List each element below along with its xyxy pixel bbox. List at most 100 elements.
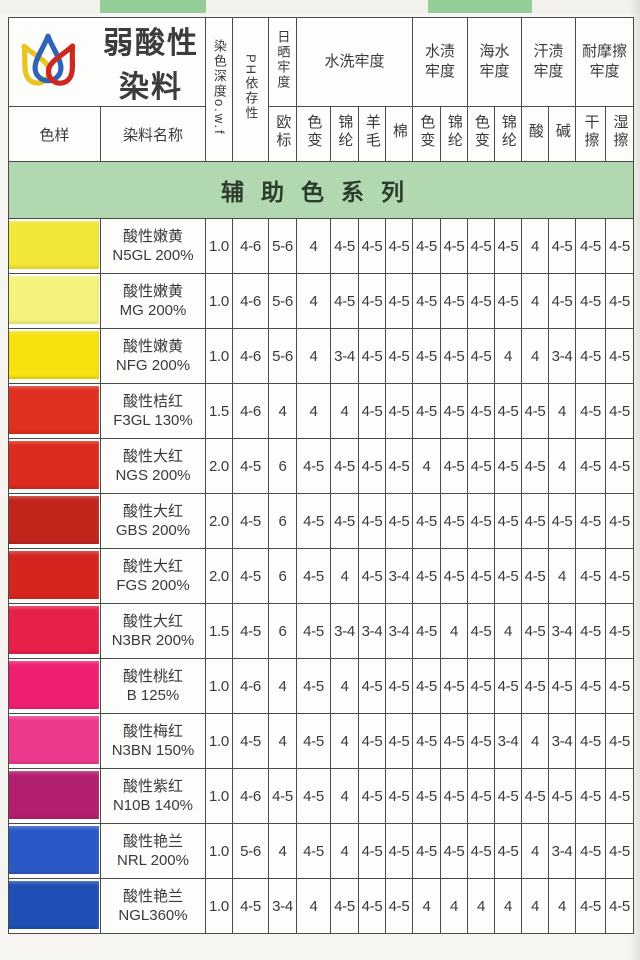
fastness-cell: 4-5 xyxy=(605,273,635,329)
fastness-cell: 4 xyxy=(521,328,550,384)
fastness-cell: 4-5 xyxy=(412,713,442,769)
fastness-cell: 3-4 xyxy=(548,823,577,879)
fastness-cell: 4-5 xyxy=(494,438,523,494)
fastness-cell: 4-5 xyxy=(575,878,607,934)
fastness-cell: 4 xyxy=(548,383,577,439)
fastness-cell: 3-4 xyxy=(384,603,414,659)
dye-name-cn: 酸性大红 xyxy=(122,447,183,465)
fastness-cell: 4-5 xyxy=(296,493,331,549)
fastness-cell: 4-5 xyxy=(296,823,331,879)
dye-code: F3GL 130% xyxy=(113,412,193,429)
header-rub-dry: 干擦 xyxy=(575,106,607,162)
dye-name-cn: 酸性桃红 xyxy=(122,667,183,685)
fastness-cell: 4-5 xyxy=(330,878,359,934)
fastness-cell: 4-5 xyxy=(358,383,386,439)
table-row: 酸性艳兰 NRL 200% 1.0 5-6 4 4-5 4 4-5 4-5 4-5 4-5 4-5 4-… xyxy=(8,823,635,879)
fastness-cell: 4-5 xyxy=(467,823,496,879)
fastness-cell: 4-5 xyxy=(605,383,635,439)
fastness-cell: 4 xyxy=(296,328,331,384)
fastness-cell: 1.0 xyxy=(205,328,233,384)
dye-code: MG 200% xyxy=(119,302,187,319)
fastness-cell: 4-5 xyxy=(358,548,386,604)
header-sun-eu: 欧标 xyxy=(268,106,297,162)
fastness-cell: 5-6 xyxy=(232,823,269,879)
color-swatch-cell xyxy=(8,713,101,769)
dye-name-cn: 酸性嫩黄 xyxy=(122,337,183,355)
header-group-seawater: 海水牢度 xyxy=(467,17,523,107)
fastness-cell: 4-5 xyxy=(575,713,607,769)
fastness-cell: 4-5 xyxy=(440,823,469,879)
fastness-cell: 4-5 xyxy=(521,438,550,494)
table-row: 酸性大红 NGS 200% 2.0 4-5 6 4-5 4-5 4-5 4-5 4 4-5 4-5 4-… xyxy=(8,438,635,494)
fastness-cell: 4-5 xyxy=(358,823,386,879)
dye-name-cell: 酸性嫩黄 NFG 200% xyxy=(100,328,206,384)
fastness-cell: 4-5 xyxy=(521,383,550,439)
color-swatch xyxy=(9,441,99,489)
fastness-cell: 4-6 xyxy=(232,383,269,439)
dye-name-cn: 酸性大红 xyxy=(122,557,183,575)
fastness-cell: 2.0 xyxy=(205,548,233,604)
fastness-cell: 4-5 xyxy=(296,548,331,604)
fastness-cell: 5-6 xyxy=(268,218,297,274)
fastness-cell: 4-5 xyxy=(412,273,442,329)
series-banner-text: 辅助色系列 xyxy=(221,179,422,205)
fastness-cell: 4-5 xyxy=(548,273,577,329)
fastness-cell: 4-5 xyxy=(296,438,331,494)
dye-name-cell: 酸性大红 GBS 200% xyxy=(100,493,206,549)
fastness-cell: 4-6 xyxy=(232,658,269,714)
fastness-cell: 4-5 xyxy=(440,273,469,329)
fastness-cell: 4-5 xyxy=(494,383,523,439)
fastness-cell: 4 xyxy=(548,878,577,934)
fastness-cell: 4-5 xyxy=(575,823,607,879)
dye-name-cell: 酸性桔红 F3GL 130% xyxy=(100,383,206,439)
header-sea-nylon: 锦纶 xyxy=(494,106,523,162)
fastness-cell: 3-4 xyxy=(548,603,577,659)
fastness-cell: 4 xyxy=(521,823,550,879)
fastness-cell: 4-5 xyxy=(605,823,635,879)
fastness-cell: 4-5 xyxy=(575,548,607,604)
color-swatch xyxy=(9,771,99,819)
page-edge-strip-left xyxy=(100,0,206,13)
fastness-cell: 4-5 xyxy=(440,438,469,494)
header-depth: 染色深度o.w.f xyxy=(205,17,233,162)
fastness-cell: 4 xyxy=(296,878,331,934)
fastness-cell: 4-5 xyxy=(330,493,359,549)
fastness-cell: 4-5 xyxy=(467,548,496,604)
fastness-cell: 4-6 xyxy=(232,768,269,824)
fastness-cell: 4-5 xyxy=(605,713,635,769)
fastness-cell: 4-5 xyxy=(412,493,442,549)
fastness-cell: 4-5 xyxy=(330,218,359,274)
fastness-cell: 4-5 xyxy=(575,328,607,384)
brand-header-cell: 弱酸性染料 xyxy=(8,17,206,107)
dye-code: NFG 200% xyxy=(115,357,191,374)
fastness-cell: 4-5 xyxy=(494,218,523,274)
fastness-cell: 4-5 xyxy=(605,548,635,604)
fastness-cell: 1.5 xyxy=(205,603,233,659)
fastness-cell: 4-5 xyxy=(232,548,269,604)
fastness-cell: 4-5 xyxy=(358,658,386,714)
fastness-cell: 4-5 xyxy=(384,218,414,274)
fastness-cell: 4-5 xyxy=(296,713,331,769)
fastness-cell: 3-4 xyxy=(384,548,414,604)
fastness-cell: 4-5 xyxy=(296,603,331,659)
fastness-cell: 4-5 xyxy=(232,438,269,494)
fastness-cell: 4-5 xyxy=(412,768,442,824)
dye-fastness-table: 弱酸性染料 染色深度o.w.f PH依存性 日晒牢度 水洗牢度 水渍牢度 海水牢… xyxy=(7,17,635,934)
fastness-cell: 4-5 xyxy=(575,768,607,824)
header-sea-shade: 色变 xyxy=(467,106,496,162)
dye-table-body: 酸性嫩黄 N5GL 200% 1.0 4-6 5-6 4 4-5 4-5 4-5 4-5 4-5 4-… xyxy=(8,218,635,934)
fastness-cell: 4-5 xyxy=(412,603,442,659)
fastness-cell: 4-5 xyxy=(575,493,607,549)
fastness-cell: 4-5 xyxy=(548,658,577,714)
dye-name-cn: 酸性梅红 xyxy=(122,722,183,740)
fastness-cell: 4-5 xyxy=(384,713,414,769)
color-swatch-cell xyxy=(8,603,101,659)
fastness-cell: 1.0 xyxy=(205,218,233,274)
fastness-cell: 3-4 xyxy=(548,713,577,769)
fastness-cell: 4-5 xyxy=(268,768,297,824)
fastness-cell: 4-5 xyxy=(440,658,469,714)
fastness-cell: 4-5 xyxy=(358,273,386,329)
color-swatch xyxy=(9,496,99,544)
fastness-cell: 4 xyxy=(268,658,297,714)
fastness-cell: 4-5 xyxy=(358,218,386,274)
